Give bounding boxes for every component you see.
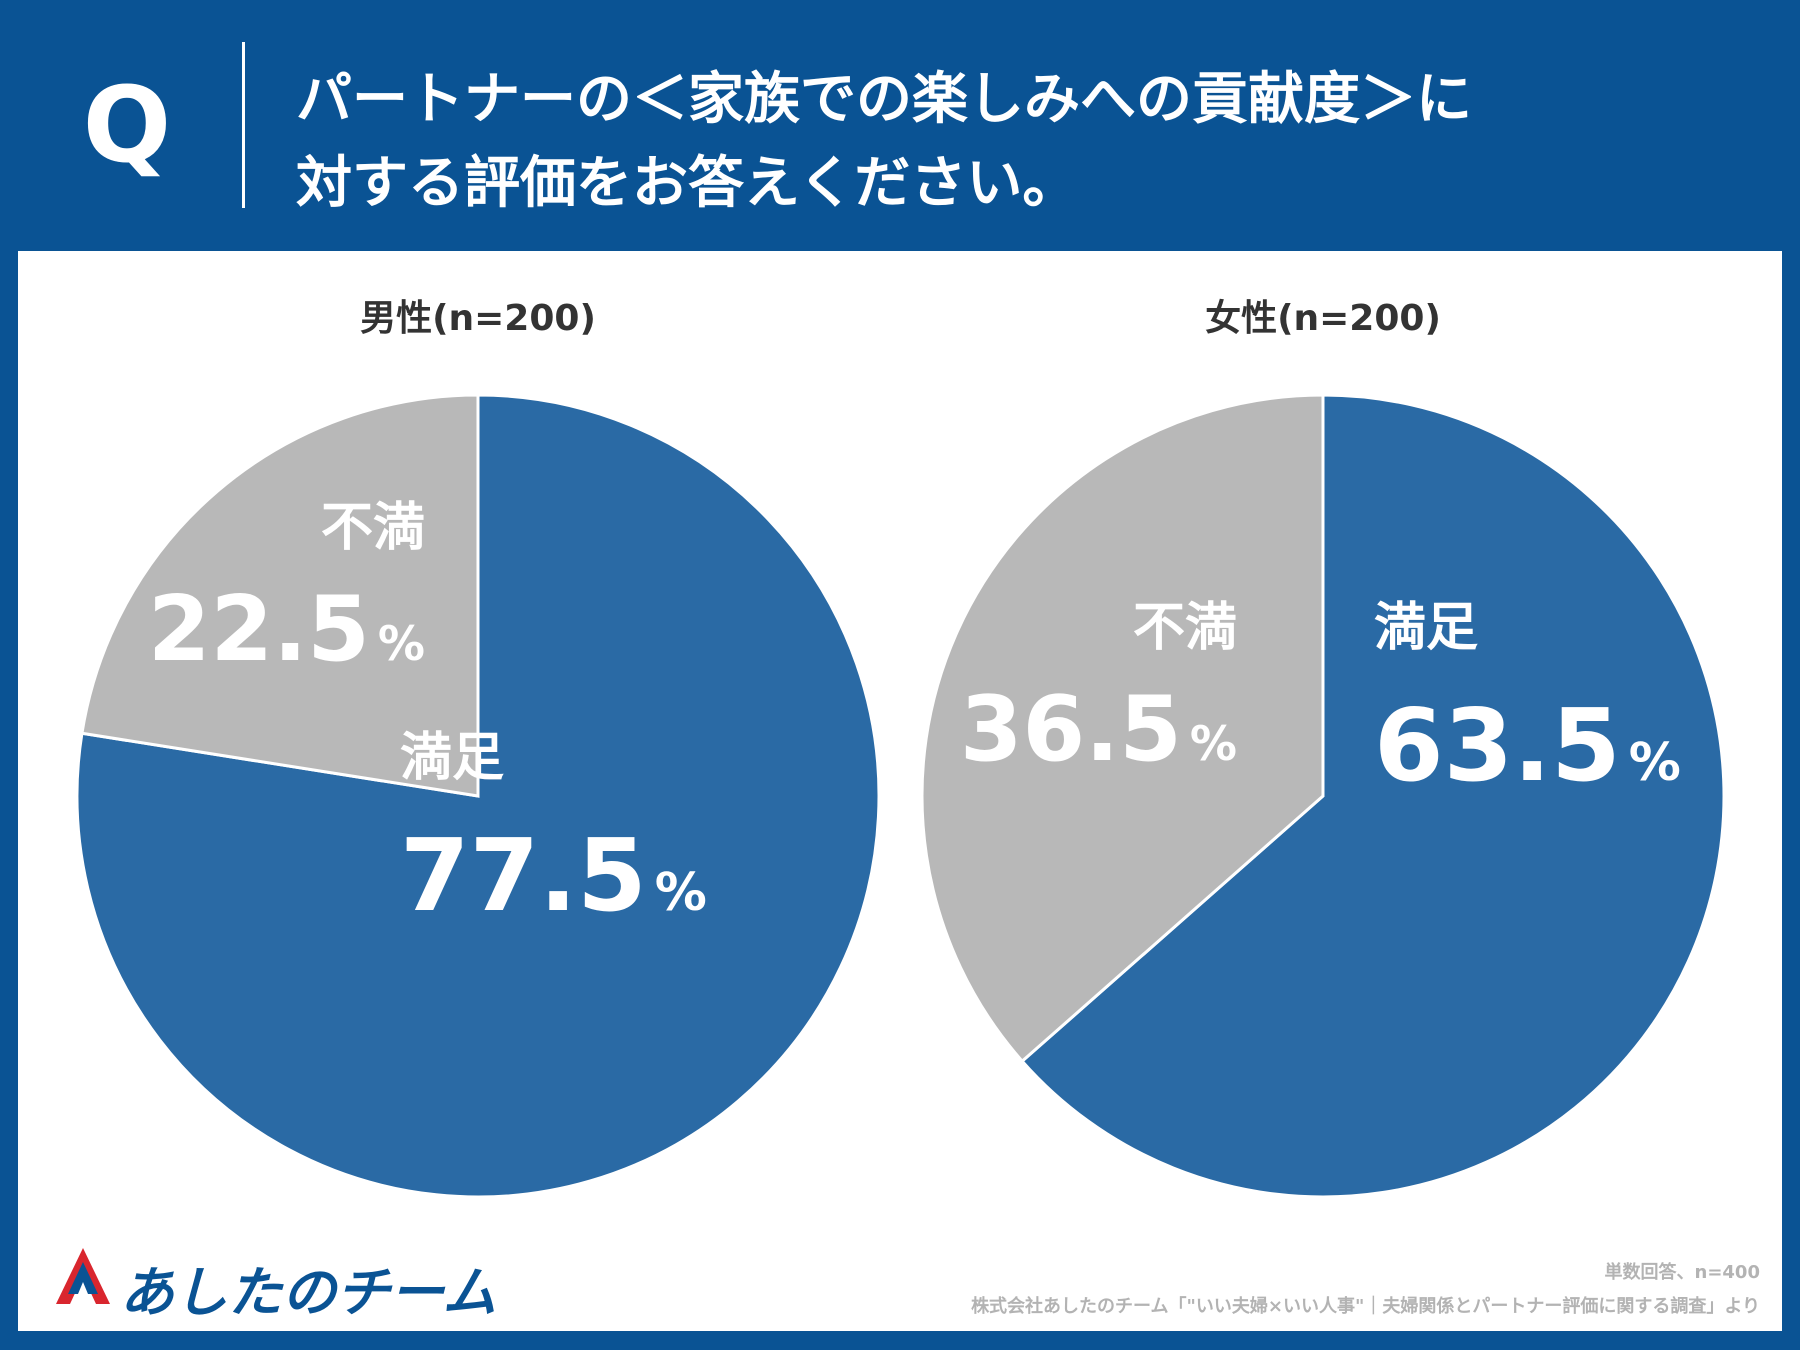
slice-label-0-0: 満足 bbox=[400, 728, 504, 788]
source-note: 株式会社あしたのチーム「"いい夫婦×いい人事"｜夫婦関係とパートナー評価に関する… bbox=[971, 1296, 1760, 1317]
question-title: パートナーの＜家族での楽しみへの貢献度＞に 対する評価をお答えください。 bbox=[296, 58, 1756, 226]
header-divider bbox=[242, 42, 245, 208]
slice-label-0-1: 不満 bbox=[321, 498, 425, 558]
chart-title-0: 男性(n=200) bbox=[360, 298, 596, 339]
slice-value-1-0: 63.5% bbox=[1374, 687, 1681, 804]
slice-label-1-0: 満足 bbox=[1374, 598, 1478, 658]
slice-value-0-1: 22.5% bbox=[148, 577, 425, 682]
chart-title-1: 女性(n=200) bbox=[1205, 298, 1441, 339]
question-title-line-1: パートナーの＜家族での楽しみへの貢献度＞に bbox=[296, 67, 1472, 132]
logo-icon bbox=[56, 1248, 110, 1304]
question-header: Q パートナーの＜家族での楽しみへの貢献度＞に 対する評価をお答えください。 bbox=[0, 0, 1800, 250]
pie-slice-1-0 bbox=[1020, 393, 1726, 1199]
q-mark: Q bbox=[82, 64, 172, 186]
logo-text: あしたのチーム bbox=[120, 1261, 497, 1324]
slice-value-0-0: 77.5% bbox=[400, 817, 707, 934]
pie-slice-1-1 bbox=[920, 393, 1325, 1064]
slice-value-1-1: 36.5% bbox=[960, 677, 1237, 782]
sample-note: 単数回答、n=400 bbox=[1604, 1262, 1760, 1283]
slice-label-1-1: 不満 bbox=[1133, 598, 1237, 658]
pie-slice-0-1 bbox=[80, 393, 480, 798]
question-title-line-2: 対する評価をお答えください。 bbox=[296, 151, 1079, 216]
